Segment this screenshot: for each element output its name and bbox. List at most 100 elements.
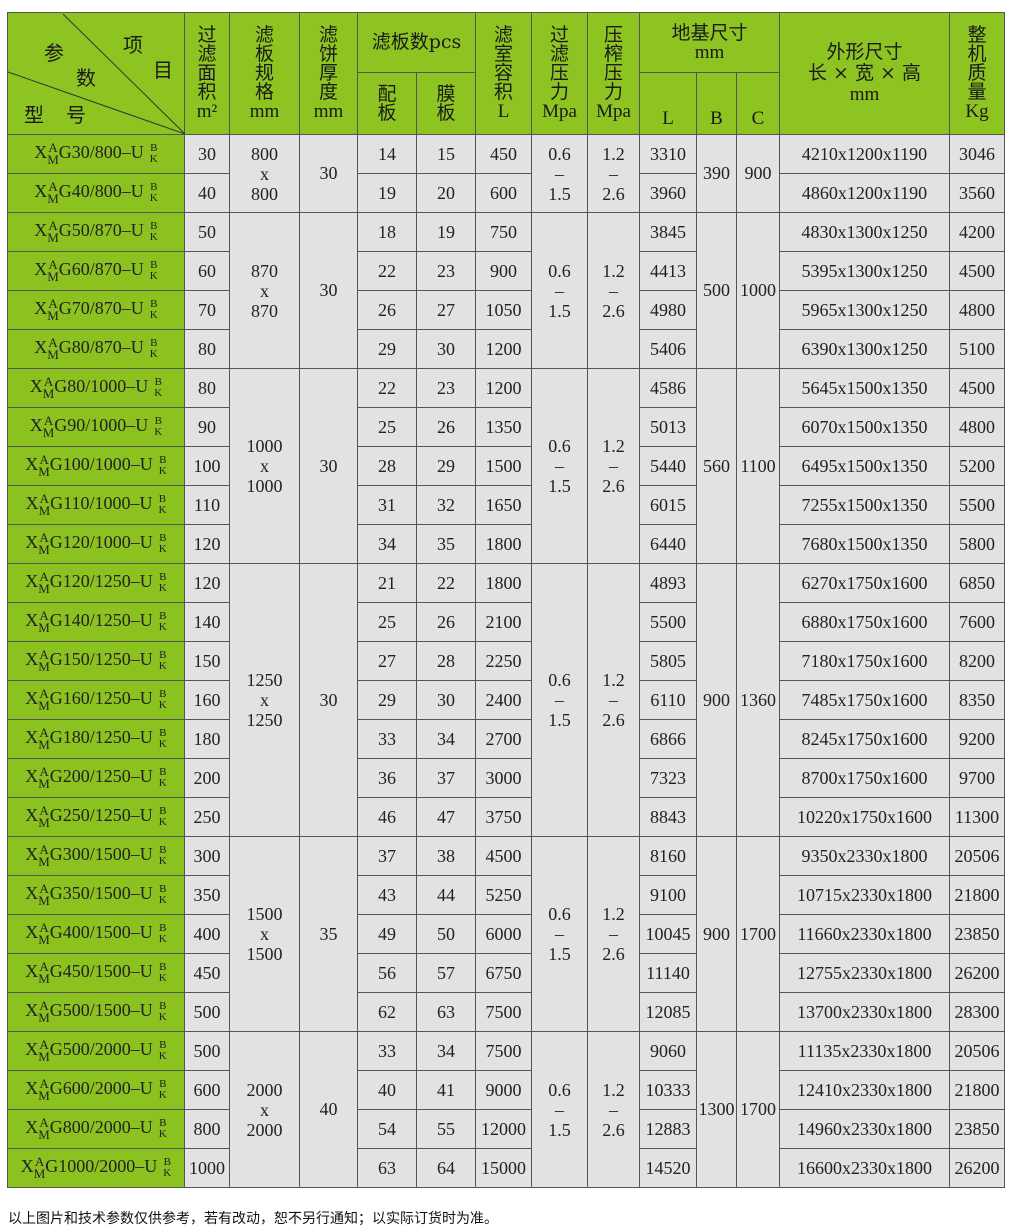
plate-size-cell: 800 x 800 xyxy=(229,134,300,213)
model-cell: X A M G120/1000–U B K xyxy=(7,524,185,564)
plates-cell: 49 xyxy=(357,914,417,954)
area-cell: 80 xyxy=(184,368,230,408)
table-row: X A M G60/870–U B K 60 22 23 900 4413 5395x1300x125… xyxy=(7,251,1005,291)
filter-pressure-cell: 0.6–1.5 xyxy=(531,563,588,837)
header-L: L xyxy=(639,72,697,135)
foundation-L-cell: 12085 xyxy=(639,992,697,1032)
foundation-C-cell: 1100 xyxy=(736,368,780,564)
table-row: X A M G90/1000–U B K 90 25 26 1350 5013 6070x1500x1… xyxy=(7,407,1005,447)
corner-label: 型 xyxy=(24,102,44,127)
volume-cell: 1050 xyxy=(475,290,532,330)
membranes-cell: 19 xyxy=(416,212,476,252)
table-row: X A M G50/870–U B K 50 870 x 870 30 18 19 750 0.6–1.5 1… xyxy=(7,212,1005,369)
foundation-B-cell: 1300 xyxy=(696,1031,737,1188)
dimensions-cell: 4830x1300x1250 xyxy=(779,212,950,252)
weight-cell: 4500 xyxy=(949,368,1005,408)
foundation-B-cell: 900 xyxy=(696,836,737,1032)
corner-label: 项 xyxy=(123,32,143,57)
foundation-L-cell: 14520 xyxy=(639,1148,697,1188)
volume-cell: 1350 xyxy=(475,407,532,447)
table-row: X A M G140/1250–U B K 140 25 26 2100 5500 6880x1750… xyxy=(7,602,1005,642)
dimensions-cell: 10220x1750x1600 xyxy=(779,797,950,837)
plates-cell: 22 xyxy=(357,368,417,408)
table-row: X A M G1000/2000–U B K 1000 63 64 15000 14520 16600… xyxy=(7,1148,1005,1188)
foundation-B-cell: 500 xyxy=(696,212,737,369)
header-volume: 滤室容积 L xyxy=(475,12,532,135)
squeeze-pressure-cell: 1.2–2.6 xyxy=(587,212,640,369)
dimensions-cell: 8245x1750x1600 xyxy=(779,719,950,759)
cake-thickness-cell: 30 xyxy=(299,563,358,837)
dimensions-cell: 7255x1500x1350 xyxy=(779,485,950,525)
header-weight: 整机质量 Kg xyxy=(949,12,1005,135)
membranes-cell: 23 xyxy=(416,251,476,291)
volume-cell: 2100 xyxy=(475,602,532,642)
membranes-cell: 27 xyxy=(416,290,476,330)
filter-pressure-cell: 0.6–1.5 xyxy=(531,368,588,564)
model-cell: X A M G180/1250–U B K xyxy=(7,719,185,759)
weight-cell: 23850 xyxy=(949,914,1005,954)
dimensions-cell: 7180x1750x1600 xyxy=(779,641,950,681)
weight-cell: 26200 xyxy=(949,953,1005,993)
table-row: X A M G40/800–U B K 40 19 20 600 3960 4860x1200x119… xyxy=(7,173,1005,213)
weight-cell: 4200 xyxy=(949,212,1005,252)
plates-cell: 26 xyxy=(357,290,417,330)
plates-cell: 54 xyxy=(357,1109,417,1149)
plate-size-cell: 1000 x 1000 xyxy=(229,368,300,564)
table-row: X A M G120/1250–U B K 120 1250 x 1250 30 21 22 1800 0.… xyxy=(7,563,1005,837)
weight-cell: 8200 xyxy=(949,641,1005,681)
model-cell: X A M G30/800–U B K xyxy=(7,134,185,174)
table-row: X A M G350/1500–U B K 350 43 44 5250 9100 10715x233… xyxy=(7,875,1005,915)
weight-cell: 5200 xyxy=(949,446,1005,486)
plate-size-cell: 2000 x 2000 xyxy=(229,1031,300,1188)
weight-cell: 9200 xyxy=(949,719,1005,759)
foundation-B-cell: 390 xyxy=(696,134,737,213)
volume-cell: 15000 xyxy=(475,1148,532,1188)
table-row: X A M G500/2000–U B K 500 2000 x 2000 40 33 34 7500 0.… xyxy=(7,1031,1005,1188)
area-cell: 450 xyxy=(184,953,230,993)
corner-label: 参 xyxy=(44,40,64,65)
volume-cell: 3000 xyxy=(475,758,532,798)
plate-size-cell: 1250 x 1250 xyxy=(229,563,300,837)
weight-cell: 11300 xyxy=(949,797,1005,837)
model-cell: X A M G300/1500–U B K xyxy=(7,836,185,876)
model-cell: X A M G500/2000–U B K xyxy=(7,1031,185,1071)
volume-cell: 1500 xyxy=(475,446,532,486)
area-cell: 120 xyxy=(184,563,230,603)
squeeze-pressure-cell: 1.2–2.6 xyxy=(587,368,640,564)
dimensions-cell: 16600x2330x1800 xyxy=(779,1148,950,1188)
header-plate-size: 滤板规格 mm xyxy=(229,12,300,135)
membranes-cell: 55 xyxy=(416,1109,476,1149)
foundation-C-cell: 900 xyxy=(736,134,780,213)
weight-cell: 26200 xyxy=(949,1148,1005,1188)
plates-cell: 62 xyxy=(357,992,417,1032)
model-cell: X A M G110/1000–U B K xyxy=(7,485,185,525)
plates-cell: 28 xyxy=(357,446,417,486)
weight-cell: 3560 xyxy=(949,173,1005,213)
volume-cell: 9000 xyxy=(475,1070,532,1110)
membranes-cell: 29 xyxy=(416,446,476,486)
membranes-cell: 30 xyxy=(416,329,476,369)
membranes-cell: 47 xyxy=(416,797,476,837)
membranes-cell: 64 xyxy=(416,1148,476,1188)
foundation-L-cell: 10333 xyxy=(639,1070,697,1110)
volume-cell: 7500 xyxy=(475,1031,532,1071)
weight-cell: 20506 xyxy=(949,836,1005,876)
cake-thickness-cell: 35 xyxy=(299,836,358,1032)
dimensions-cell: 5395x1300x1250 xyxy=(779,251,950,291)
model-cell: X A M G350/1500–U B K xyxy=(7,875,185,915)
dimensions-cell: 8700x1750x1600 xyxy=(779,758,950,798)
model-cell: X A M G70/870–U B K xyxy=(7,290,185,330)
volume-cell: 1800 xyxy=(475,563,532,603)
area-cell: 500 xyxy=(184,1031,230,1071)
membranes-cell: 37 xyxy=(416,758,476,798)
foundation-L-cell: 3960 xyxy=(639,173,697,213)
membranes-cell: 20 xyxy=(416,173,476,213)
model-cell: X A M G80/1000–U B K xyxy=(7,368,185,408)
area-cell: 110 xyxy=(184,485,230,525)
weight-cell: 7600 xyxy=(949,602,1005,642)
foundation-C-cell: 1000 xyxy=(736,212,780,369)
foundation-C-cell: 1360 xyxy=(736,563,780,837)
plates-cell: 63 xyxy=(357,1148,417,1188)
header-B: B xyxy=(696,72,737,135)
filter-pressure-cell: 0.6–1.5 xyxy=(531,836,588,1032)
